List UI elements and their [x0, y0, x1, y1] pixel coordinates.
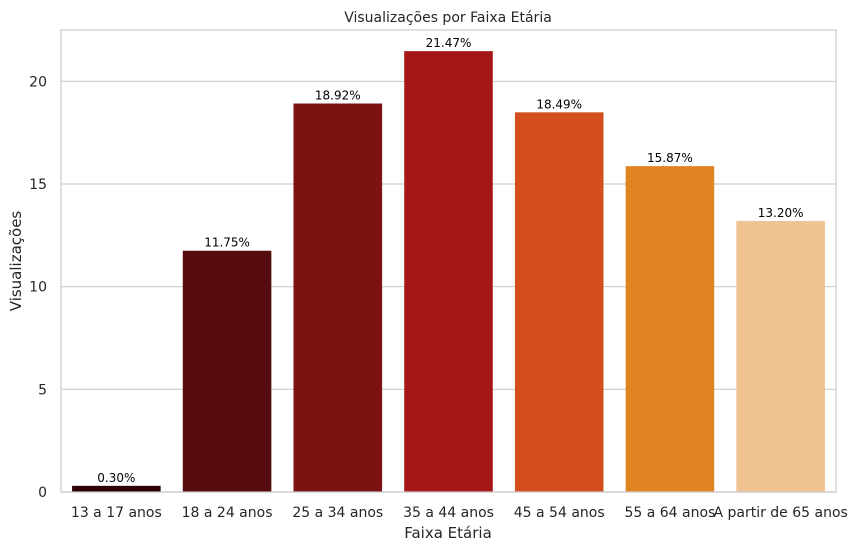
- plot-frame: [60, 29, 837, 493]
- bar: [293, 103, 383, 492]
- y-tick-label: 20: [29, 74, 47, 90]
- bar-value-label: 18.92%: [315, 89, 361, 103]
- y-tick-label: 5: [38, 382, 47, 398]
- y-axis-label: Visualizações: [7, 211, 25, 312]
- bar: [404, 51, 493, 493]
- chart-title: Visualizações por Faixa Etária: [344, 10, 552, 26]
- axis-ticks: 0 5 10 15 20 13 a 17 anos 18 a 24 anos 25 a 34 …: [29, 74, 848, 521]
- bar: [514, 112, 604, 492]
- bar: [736, 220, 825, 492]
- y-tick-label: 0: [38, 485, 47, 501]
- data-labels: 0.30% 11.75% 18.92% 21.47% 18.49% 15.87% 13.20…: [97, 36, 803, 485]
- bar-value-label: 11.75%: [204, 236, 250, 250]
- x-tick-label: A partir de 65 anos: [713, 505, 847, 521]
- bars: [72, 51, 825, 493]
- bar: [72, 485, 161, 492]
- x-axis-label: Faixa Etária: [404, 524, 492, 542]
- bar-value-label: 13.20%: [758, 206, 804, 220]
- bar-value-label: 21.47%: [426, 36, 472, 50]
- bar: [625, 166, 715, 493]
- x-tick-label: 35 a 44 anos: [403, 505, 494, 521]
- x-tick-label: 25 a 34 anos: [292, 505, 383, 521]
- bar: [182, 250, 272, 492]
- x-tick-label: 45 a 54 anos: [514, 505, 605, 521]
- x-tick-label: 18 a 24 anos: [182, 505, 273, 521]
- bar-value-label: 18.49%: [536, 97, 582, 111]
- x-tick-label: 13 a 17 anos: [71, 505, 162, 521]
- y-tick-label: 10: [29, 280, 47, 296]
- x-tick-label: 55 a 64 anos: [624, 505, 715, 521]
- bar-value-label: 0.30%: [97, 471, 135, 485]
- y-tick-label: 15: [29, 177, 47, 193]
- bar-value-label: 15.87%: [647, 151, 693, 165]
